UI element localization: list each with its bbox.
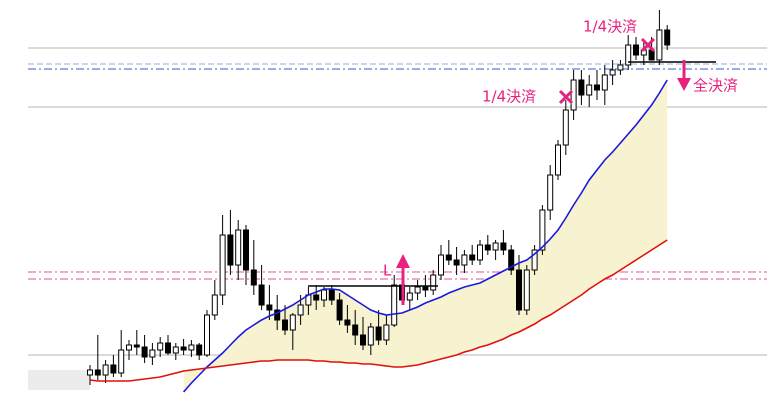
candle-body: [336, 299, 343, 321]
candle-body: [562, 109, 569, 146]
cross-mark: [640, 37, 656, 53]
candle-body: [227, 234, 234, 266]
candle-body: [94, 369, 101, 376]
candle-body: [250, 269, 257, 286]
candle-body: [360, 334, 366, 346]
candle-body: [375, 326, 382, 341]
candle-body: [625, 44, 632, 66]
candle-body: [188, 344, 195, 351]
candle-body: [500, 242, 507, 251]
candle-body: [172, 346, 179, 354]
candle-body: [484, 244, 491, 251]
arrow-head: [677, 78, 691, 91]
annotation: L: [383, 262, 392, 280]
candle-body: [196, 344, 203, 356]
candle-body: [547, 174, 554, 211]
cross-mark: [558, 89, 574, 105]
candle-body: [664, 29, 671, 46]
candle-body: [555, 144, 561, 176]
candle-body: [344, 319, 351, 326]
candle-body: [438, 254, 444, 276]
candle-body: [141, 346, 148, 358]
arrow-head: [396, 254, 410, 268]
candle-body: [523, 269, 530, 311]
candle-body: [204, 314, 210, 356]
candle-body: [414, 286, 421, 294]
moving-average: [89, 239, 668, 382]
candle-body: [531, 249, 538, 271]
candle-body: [383, 324, 390, 341]
ma-band: [183, 80, 668, 392]
candle-body: [586, 84, 593, 96]
candle-body: [469, 254, 476, 261]
candle-body: [157, 342, 164, 351]
candle-body: [102, 364, 109, 376]
candle-body: [477, 244, 483, 261]
candle-body: [110, 364, 117, 374]
candle-body: [352, 324, 359, 336]
candle-body: [133, 344, 140, 348]
candle-body: [235, 229, 242, 266]
candle-body: [453, 259, 460, 266]
candle-body: [406, 292, 413, 301]
candle-body: [391, 284, 398, 326]
candle-body: [601, 74, 608, 91]
candle-body: [321, 289, 327, 301]
candle-body: [87, 369, 93, 376]
candle-body: [219, 234, 226, 296]
annotation: 1/4決済: [482, 88, 536, 106]
candle-body: [617, 64, 624, 71]
candle-body: [422, 286, 429, 291]
candle-body: [149, 349, 156, 358]
candle-body: [461, 254, 468, 266]
candle-body: [539, 209, 546, 251]
candle-body: [367, 326, 374, 346]
candle-body: [211, 294, 218, 316]
candle-body: [243, 229, 249, 271]
candle-body: [328, 289, 335, 301]
candle-body: [492, 242, 499, 251]
candle-body: [578, 79, 585, 96]
candle-body: [430, 274, 437, 291]
candle-body: [266, 304, 273, 311]
candle-body: [297, 304, 304, 316]
annotation: 1/4決済: [583, 18, 637, 36]
candle-body: [656, 29, 663, 61]
moving-average: [182, 79, 668, 393]
candle-body: [594, 84, 600, 91]
candle-body: [274, 309, 281, 321]
candle-body: [282, 319, 288, 331]
candle-body: [516, 269, 522, 311]
background-area: [28, 370, 90, 390]
candle-body: [570, 79, 577, 111]
candle-body: [609, 69, 616, 76]
candle-body: [258, 284, 265, 306]
candle-body: [313, 294, 320, 301]
candle-body: [126, 344, 132, 351]
candle-body: [180, 346, 187, 351]
candle-body: [165, 342, 171, 354]
annotation: 全決済: [693, 77, 738, 95]
candle-body: [445, 254, 452, 261]
candle-body: [289, 314, 296, 331]
candle-body: [508, 249, 515, 271]
candle-body: [118, 349, 125, 374]
candle-body: [633, 44, 639, 56]
